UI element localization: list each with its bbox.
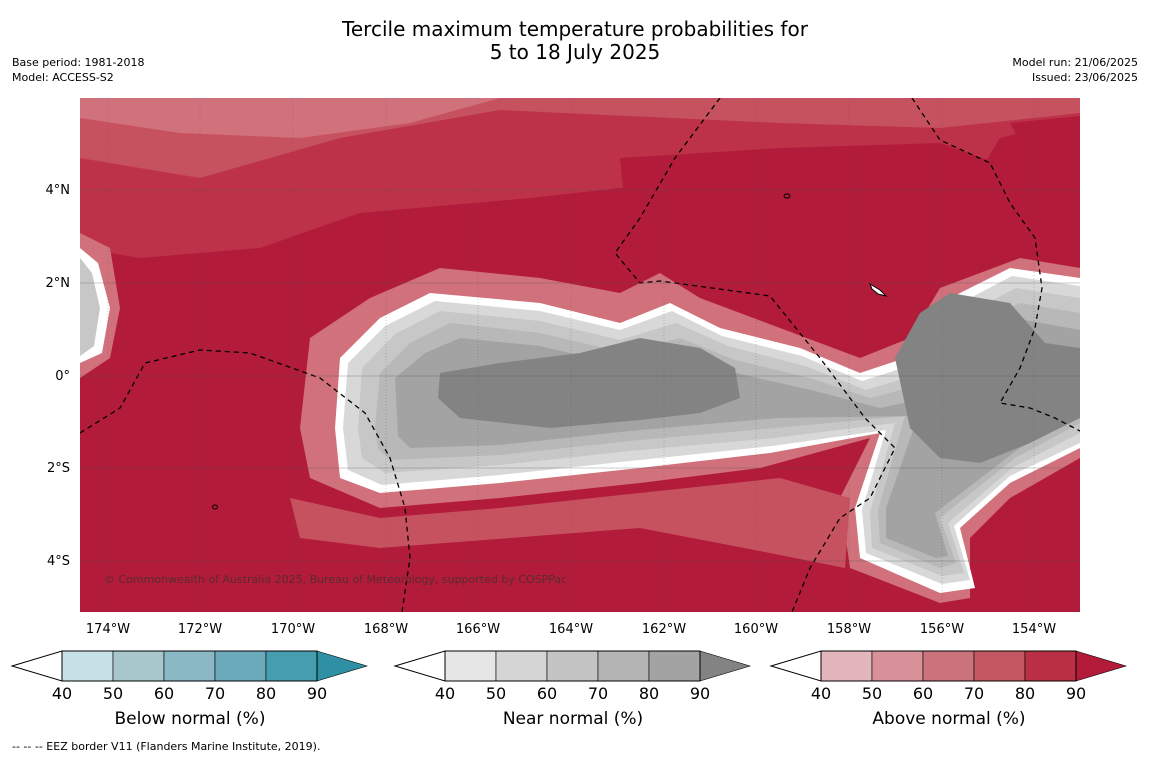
colorbar-tick: 70 [204,684,226,703]
colorbar-tick: 50 [485,684,507,703]
colorbar-above-swatch [973,650,1026,682]
lon-label: 154°W [1011,622,1057,637]
graticule [80,98,1080,612]
colorbar-tick: 90 [1065,684,1087,703]
colorbar-tick: 80 [255,684,277,703]
lat-label: 0° [55,369,70,384]
colorbar-above-max-arrow [1075,650,1128,682]
colorbar-tick: 50 [861,684,883,703]
colorbar-near-max-arrow [699,650,752,682]
colorbar-above-swatch [820,650,873,682]
colorbar-tick: 90 [689,684,711,703]
island-baker [212,504,218,510]
above-max-northeast [620,143,1080,353]
title-line-2: 5 to 18 July 2025 [489,40,661,64]
lon-label: 170°W [270,622,316,637]
lon-label: 168°W [363,622,409,637]
lon-label: 158°W [826,622,872,637]
meta-right: Model run: 21/06/2025 Issued: 23/06/2025 [1012,55,1138,85]
footnote: -- -- -- EEZ border V11 (Flanders Marine… [12,740,321,753]
colorbar-tick: 70 [587,684,609,703]
colorbar-above-swatch [871,650,924,682]
colorbar-near-swatch [597,650,650,682]
colorbar-tick: 90 [306,684,328,703]
colorbar-near-min-arrow [393,650,446,682]
eez-border-1 [614,98,896,612]
lon-label: 172°W [177,622,223,637]
above-max-top-right [1010,116,1080,193]
lon-label: 160°W [733,622,779,637]
lon-label: 164°W [548,622,594,637]
colorbar-below-swatch [214,650,267,682]
colorbar-above-swatch [1024,650,1077,682]
chart-title: Tercile maximum temperature probabilitie… [0,18,1150,64]
near-normal-west-core [80,258,100,356]
colorbar-near-swatch [495,650,548,682]
colorbar-below-max-arrow [316,650,369,682]
above-max-south [270,546,860,612]
colorbar-tick: 60 [536,684,558,703]
lon-label: 166°W [455,622,501,637]
colorbar-near-label: Near normal (%) [502,709,644,729]
lat-label: 4°N [45,183,71,198]
title-line-1: Tercile maximum temperature probabilitie… [342,17,808,41]
colorbar-tick: 60 [912,684,934,703]
above-60-band [80,98,500,138]
colorbar-below-min-arrow [10,650,63,682]
map-panel: © Commonwealth of Australia 2025, Bureau… [80,98,1080,612]
colorbar-tick: 40 [810,684,832,703]
colorbars-svg [10,650,1128,682]
model-name: Model: ACCESS-S2 [12,71,114,84]
base-period: Base period: 1981-2018 [12,56,145,69]
lat-label: 2°S [46,461,70,476]
colorbar-below-swatch [112,650,165,682]
colorbar-near [393,650,752,682]
meta-left: Base period: 1981-2018 Model: ACCESS-S2 [12,55,144,85]
near-max-core [438,338,740,428]
colorbar-tick: 80 [1014,684,1036,703]
colorbar-strip [0,646,1150,686]
colorbar-below-swatch [265,650,318,682]
eez-border-2 [80,349,411,612]
island-jarvis [783,193,791,199]
colorbar-below-swatch [61,650,114,682]
above-max-west [200,248,370,343]
colorbar-near-swatch [648,650,701,682]
colorbar-below-swatch [163,650,216,682]
colorbar-near-swatch [444,650,497,682]
colorbar-above-min-arrow [769,650,822,682]
lat-label: 4°S [46,554,70,569]
colorbar-tick: 40 [434,684,456,703]
map-svg: © Commonwealth of Australia 2025, Bureau… [80,98,1080,612]
lon-label: 174°W [85,622,131,637]
colorbar-below-label: Below normal (%) [114,709,266,729]
island-kiritimati [868,282,888,297]
colorbar-tick: 50 [102,684,124,703]
colorbar-above-swatch [922,650,975,682]
colorbar-near-swatch [546,650,599,682]
lon-label: 156°W [919,622,965,637]
colorbar-above [769,650,1128,682]
copyright-notice: © Commonwealth of Australia 2025, Bureau… [104,573,567,586]
colorbar-above-label: Above normal (%) [872,709,1026,729]
lon-label: 162°W [641,622,687,637]
above-70-south [290,478,850,568]
eez-border-3 [911,98,1080,432]
colorbar-below [10,650,369,682]
lat-label: 2°N [45,276,71,291]
colorbar-tick: 60 [153,684,175,703]
colorbar-tick: 40 [51,684,73,703]
model-run: Model run: 21/06/2025 [1012,56,1138,69]
colorbar-tick: 70 [963,684,985,703]
issued-date: Issued: 23/06/2025 [1031,71,1138,84]
colorbar-tick: 80 [638,684,660,703]
